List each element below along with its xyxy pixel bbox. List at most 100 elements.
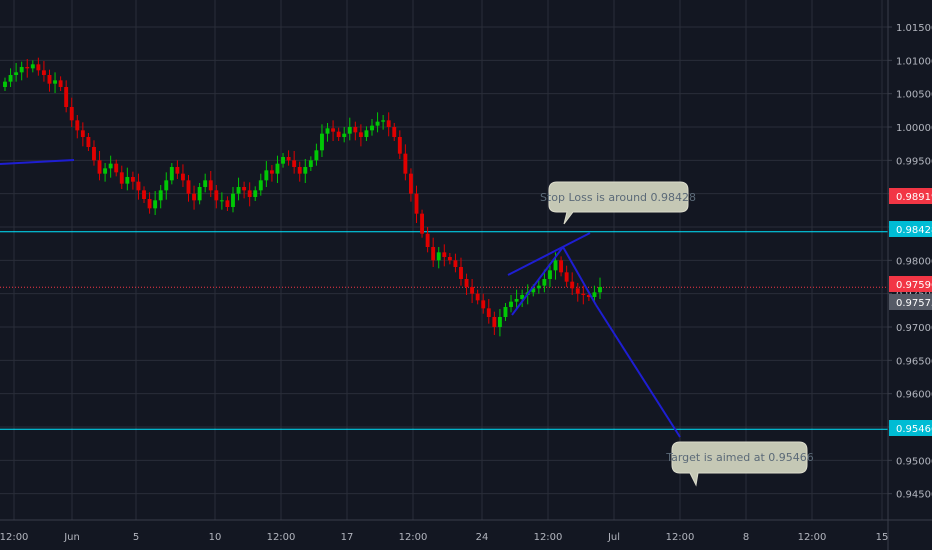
candle [386, 112, 391, 137]
candle [175, 160, 180, 180]
candle [464, 273, 469, 296]
candle-body [475, 293, 480, 301]
candle [236, 177, 241, 201]
price-tag: 0.97596 [889, 276, 932, 292]
candle [58, 76, 63, 92]
candle [364, 126, 369, 142]
candle-body [19, 67, 24, 73]
candle [186, 175, 191, 202]
candle [598, 277, 602, 300]
candle-body [542, 279, 547, 286]
candle [286, 150, 291, 166]
candle [53, 72, 57, 94]
candle-body [103, 168, 108, 174]
candle [30, 60, 35, 73]
x-tick-label: 15 [876, 532, 889, 543]
candle [459, 257, 463, 286]
candle [514, 289, 519, 309]
candle-body [3, 81, 7, 88]
candle [253, 186, 258, 202]
candle [492, 311, 497, 336]
candle-body [559, 260, 564, 273]
candle-body [320, 133, 324, 151]
candle-body [531, 288, 536, 293]
candles [3, 57, 602, 337]
candle [481, 293, 486, 314]
candle [136, 173, 141, 200]
candle [36, 57, 41, 76]
candle-body [8, 75, 13, 82]
candle [69, 97, 74, 128]
x-tick-label: 10 [209, 532, 222, 543]
candle-body [358, 132, 363, 138]
candle-body [553, 260, 558, 271]
candle [436, 247, 441, 269]
candle [347, 117, 352, 141]
candle [97, 151, 102, 181]
candle [197, 183, 202, 205]
candle-body [548, 270, 552, 280]
price-tag-label: 0.98428 [896, 225, 932, 236]
candle-body [175, 167, 180, 174]
price-tag: 0.97575 [889, 294, 932, 310]
grid [0, 0, 888, 520]
candle-body [286, 157, 291, 161]
candle-body [342, 133, 347, 138]
candle [153, 191, 158, 216]
candle-body [142, 190, 146, 200]
candle [47, 69, 52, 92]
price-tag-label: 0.95466 [896, 424, 932, 435]
candle-body [186, 180, 191, 194]
price-tag-label: 0.97596 [896, 280, 932, 291]
candle-body [347, 127, 352, 134]
candle-body [164, 180, 169, 191]
candle [548, 265, 552, 288]
candle [169, 163, 174, 185]
price-tag-box [889, 420, 932, 436]
candle [225, 196, 230, 212]
x-tick-label: 12:00 [399, 532, 428, 543]
candle-body [225, 200, 230, 208]
candle-body [514, 299, 519, 302]
candle-body [180, 173, 185, 181]
candle-body [114, 163, 119, 173]
candle-body [97, 160, 102, 174]
target-callout[interactable]: Target is aimed at 0.95466 [665, 441, 814, 487]
candle [420, 209, 425, 238]
candle [214, 185, 219, 209]
candle [336, 127, 341, 142]
candle [470, 279, 475, 304]
candle [203, 173, 208, 193]
candle [570, 272, 575, 296]
candle [164, 172, 169, 200]
candle-body [297, 167, 302, 174]
x-tick-label: Jun [63, 532, 80, 543]
candle [264, 161, 269, 188]
candle-body [481, 300, 486, 309]
candle-body [325, 128, 330, 134]
candle-body [397, 137, 402, 154]
candle [247, 182, 252, 207]
candle [314, 143, 319, 166]
x-tick-label: 24 [476, 532, 489, 543]
x-tick-label: 12:00 [666, 532, 695, 543]
candle-body [125, 177, 130, 184]
candle-body [598, 287, 602, 293]
candle [564, 265, 569, 288]
candle [375, 112, 380, 133]
candle [75, 115, 80, 139]
candle [147, 192, 152, 214]
stop-loss-callout[interactable]: Stop Loss is around 0.98428 [540, 181, 696, 225]
candle-body [236, 187, 241, 194]
candle [442, 244, 447, 267]
x-tick-label: 12:00 [534, 532, 563, 543]
candle-body [459, 267, 463, 280]
candle-body [130, 177, 135, 182]
candle-body [14, 72, 19, 76]
time-axis[interactable]: 12:00 Jun 5 10 12:00 17 12:00 24 12:00 Jul 12:00 8 1… [0, 519, 932, 543]
candle [158, 185, 163, 209]
